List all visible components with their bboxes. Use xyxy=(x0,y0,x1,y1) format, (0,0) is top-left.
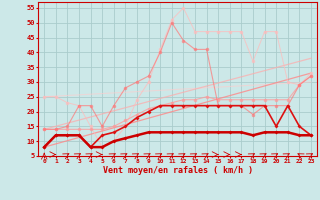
X-axis label: Vent moyen/en rafales ( km/h ): Vent moyen/en rafales ( km/h ) xyxy=(103,166,252,175)
